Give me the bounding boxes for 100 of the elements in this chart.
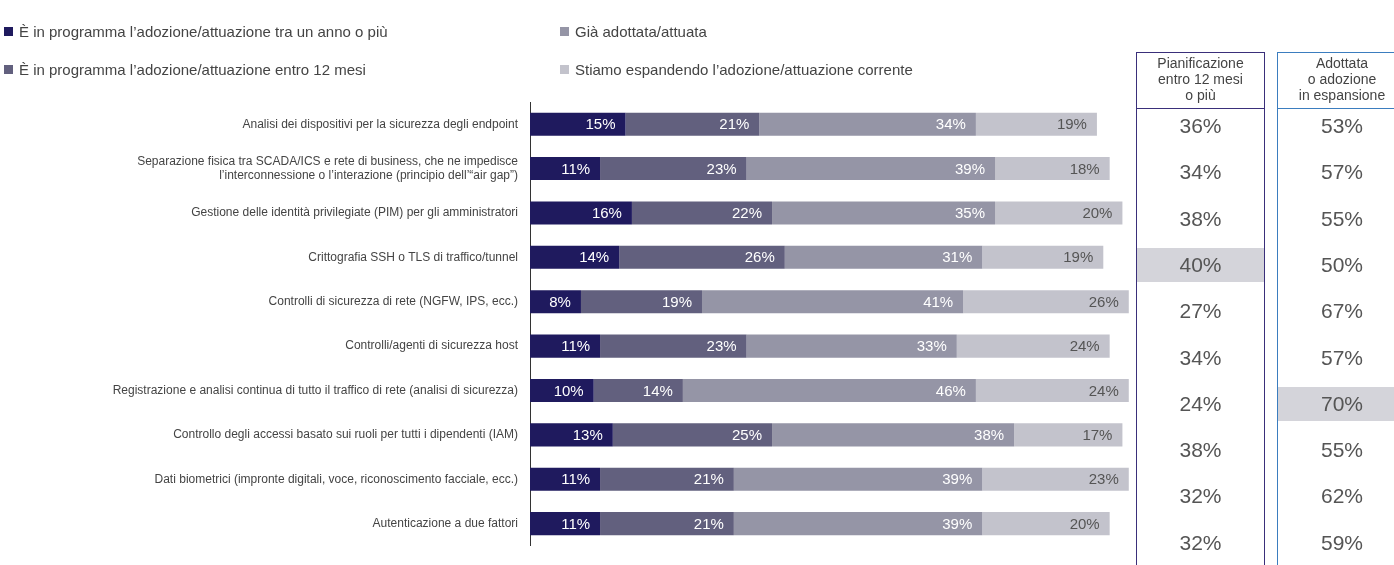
data-label: 39% (942, 514, 973, 532)
data-label: 39% (954, 159, 986, 177)
data-label: 24% (1088, 381, 1119, 399)
text: 59% (1278, 525, 1394, 560)
text: 70% (1278, 386, 1394, 421)
text: 50% (1278, 247, 1394, 282)
y-tick-label: Dati biometrici (impronte digitali, voce, riconoscimento facciale, ecc.) (154, 471, 518, 486)
text: 40% (1137, 247, 1264, 282)
data-label: 11% (561, 470, 591, 488)
data-label: 8% (549, 292, 571, 310)
bar (612, 423, 773, 447)
bar (530, 423, 613, 447)
bar (982, 467, 1129, 491)
data-label: 35% (954, 204, 986, 222)
y-tick-label: Controllo degli accessi basato sui ruoli per tutti i dipendenti (IAM) (173, 427, 518, 442)
bar (593, 378, 683, 403)
bar (733, 467, 983, 491)
data-label: 16% (591, 204, 622, 222)
y-tick-label: Controlli di sicurezza di rete (NGFW, IPS, ecc.) (268, 294, 518, 309)
data-label: 11% (561, 514, 591, 532)
data-label: 18% (1069, 159, 1100, 177)
bar (956, 334, 1110, 358)
bar (733, 512, 983, 536)
text: 57% (1278, 155, 1394, 190)
data-label: 17% (1082, 425, 1113, 443)
bar (682, 378, 976, 403)
data-label: 34% (935, 115, 966, 133)
bar (982, 245, 1104, 269)
bar (600, 467, 734, 491)
bar (995, 157, 1110, 181)
bar (619, 245, 785, 269)
data-label: 22% (732, 204, 763, 222)
data-label: 11% (561, 337, 591, 355)
y-tick-label: Crittografia SSH o TLS di traffico/tunnel (308, 249, 518, 264)
bar (530, 157, 601, 181)
bar (995, 201, 1123, 225)
y-tick-label: Autenticazione a due fattori (372, 515, 518, 530)
y-tick-label: Separazione fisica tra SCADA/ICS e rete di business, che ne impedisce l’interconnessione o l’interazione (principio dell’“air gap”) (137, 153, 519, 183)
bar (530, 112, 626, 136)
data-label: 19% (661, 292, 692, 310)
bar (975, 378, 1129, 403)
legend-label: Stiamo espandendo l’adozione/attuazione corrente (575, 60, 913, 78)
bar (1014, 423, 1123, 447)
bar (975, 112, 1097, 136)
bar (580, 290, 702, 314)
data-label: 38% (974, 425, 1005, 443)
data-label: 24% (1069, 337, 1100, 355)
data-label: 26% (744, 248, 775, 266)
text: Adottata o adozione in espansione (1278, 53, 1394, 109)
text: 24% (1137, 386, 1264, 421)
data-label: 14% (642, 381, 673, 399)
data-label: 26% (1088, 292, 1119, 310)
data-label: 21% (719, 115, 750, 133)
bar (982, 512, 1110, 536)
text: 32% (1137, 479, 1264, 514)
bar (600, 512, 734, 536)
data-label: 20% (1069, 514, 1100, 532)
data-label: 25% (732, 425, 763, 443)
data-label: 33% (916, 337, 947, 355)
data-label: 23% (706, 159, 737, 177)
data-label: 14% (579, 248, 610, 266)
bar (530, 201, 632, 225)
text: 32% (1137, 525, 1264, 560)
text: 27% (1137, 294, 1264, 329)
y-tick-label: Controlli/agenti di sicurezza host (345, 338, 519, 353)
bar (746, 334, 957, 358)
y-tick-label: Registrazione e analisi continua di tutto il traffico di rete (analisi di sicurezza) (112, 382, 518, 397)
data-label: 15% (585, 115, 616, 133)
bar (772, 201, 996, 225)
bar (772, 423, 1015, 447)
data-label: 46% (935, 381, 966, 399)
data-label: 31% (942, 248, 973, 266)
data-label: 10% (553, 381, 584, 399)
data-label: 20% (1082, 204, 1113, 222)
text: 62% (1278, 479, 1394, 514)
bar (963, 290, 1129, 314)
text: 34% (1137, 340, 1264, 375)
data-label: 13% (572, 425, 603, 443)
text: 55% (1278, 201, 1394, 236)
bar (600, 157, 747, 181)
text: 34% (1137, 155, 1264, 190)
bar (746, 157, 996, 181)
data-label: 21% (693, 514, 724, 532)
bar (530, 334, 601, 358)
legend-label: Già adottata/attuata (575, 22, 707, 40)
data-label: 41% (923, 292, 954, 310)
legend-label: È in programma l’adozione/attuazione entro 12 mesi (19, 60, 366, 78)
data-label: 39% (942, 470, 973, 488)
text: 36% (1137, 109, 1264, 143)
bar (625, 112, 760, 136)
bar (631, 201, 773, 225)
y-tick-label: Gestione delle identità privilegiate (PIM) per gli amministratori (191, 205, 518, 220)
text: 38% (1137, 201, 1264, 236)
text: 67% (1278, 294, 1394, 329)
legend-label: È in programma l’adozione/attuazione tra un anno o più (19, 22, 388, 40)
data-label: 19% (1056, 115, 1087, 133)
bar (784, 245, 983, 269)
data-label: 23% (706, 337, 737, 355)
bar (600, 334, 747, 358)
data-label: 23% (1088, 470, 1119, 488)
